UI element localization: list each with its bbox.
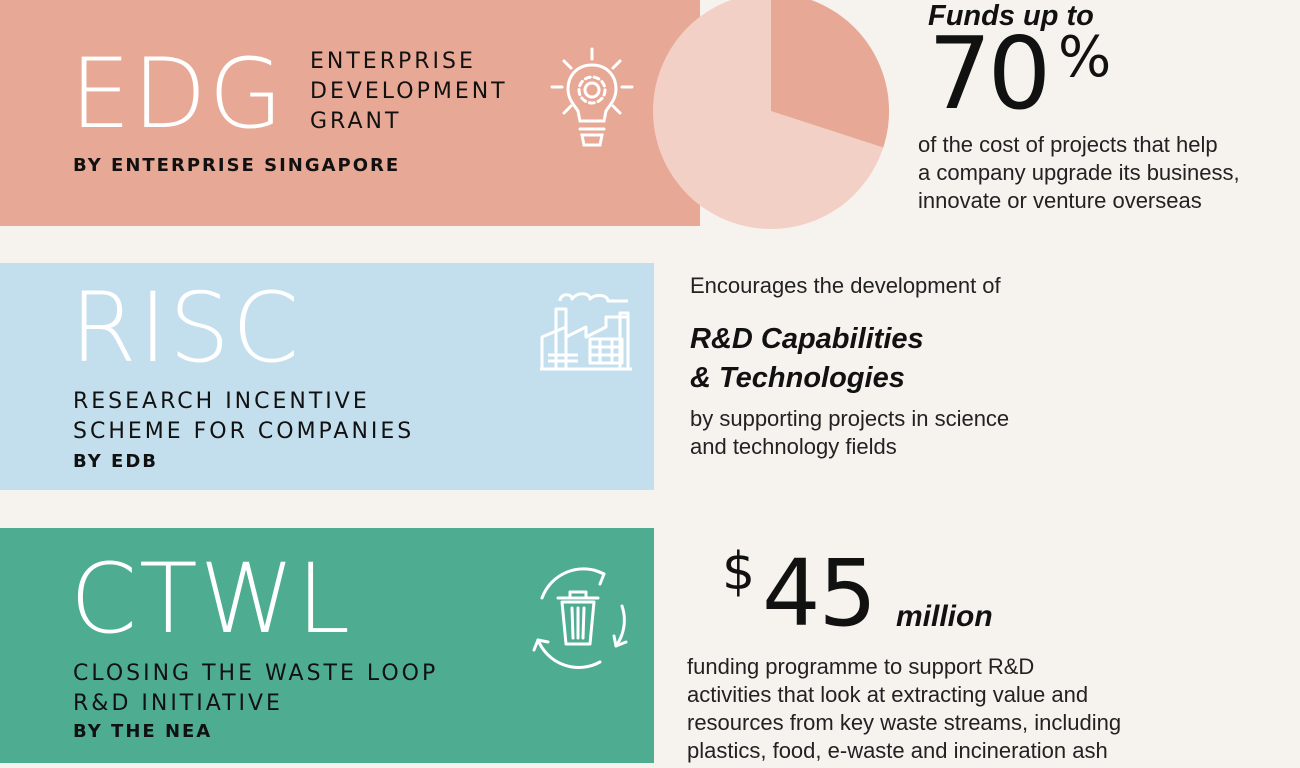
pie-slice-funded: [771, 0, 889, 148]
edg-acronym: EDG: [70, 38, 285, 150]
risc-description-line: by supporting projects in science: [690, 406, 1010, 431]
risc-acronym: RISC: [70, 272, 301, 384]
edg-full-name-line: DEVELOPMENT: [310, 79, 508, 104]
edg-full-name-line: ENTERPRISE: [310, 49, 476, 74]
edg-full-name: ENTERPRISE DEVELOPMENT GRANT: [310, 47, 508, 137]
risc-headline-line: R&D Capabilities: [690, 323, 924, 355]
ctwl-description-line: resources from key waste streams, includ…: [687, 710, 1122, 735]
ctwl-full-name: CLOSING THE WASTE LOOP R&D INITIATIVE: [73, 659, 438, 719]
ctwl-amount: 45: [762, 540, 877, 647]
ctwl-description: funding programme to support R&D activit…: [687, 653, 1121, 765]
funding-pie-chart: [653, 0, 889, 229]
edg-funds-unit: %: [1058, 25, 1112, 90]
edg-description: of the cost of projects that help a comp…: [918, 131, 1240, 215]
risc-intro: Encourages the development of: [690, 273, 1001, 298]
ctwl-currency: $: [722, 542, 756, 602]
risc-full-name: RESEARCH INCENTIVE SCHEME FOR COMPANIES: [73, 387, 414, 447]
risc-description: by supporting projects in science and te…: [690, 405, 1009, 461]
ctwl-agency: BY THE NEA: [73, 721, 213, 742]
ctwl-description-line: activities that look at extracting value…: [687, 682, 1089, 707]
edg-description-line: a company upgrade its business,: [918, 160, 1240, 185]
risc-agency: BY EDB: [73, 451, 158, 472]
ctwl-full-name-line: CLOSING THE WASTE LOOP: [73, 661, 439, 686]
risc-full-name-line: RESEARCH INCENTIVE: [73, 389, 370, 414]
lightbulb-gear-icon: [550, 47, 634, 147]
ctwl-band: [0, 528, 654, 763]
risc-headline: R&D Capabilities & Technologies: [690, 320, 924, 398]
edg-description-line: innovate or venture overseas: [918, 188, 1202, 213]
ctwl-description-line: plastics, food, e-waste and incineration…: [687, 738, 1108, 763]
edg-full-name-line: GRANT: [310, 109, 402, 134]
risc-band: [0, 263, 654, 490]
ctwl-acronym: CTWL: [70, 543, 353, 655]
edg-description-line: of the cost of projects that help: [918, 132, 1218, 157]
recycle-bin-icon: [532, 567, 628, 669]
ctwl-description-line: funding programme to support R&D: [687, 654, 1035, 679]
edg-agency: BY ENTERPRISE SINGAPORE: [73, 155, 401, 176]
edg-funds-label: Funds up to: [928, 0, 1094, 32]
risc-full-name-line: SCHEME FOR COMPANIES: [73, 419, 415, 444]
risc-headline-line: & Technologies: [690, 362, 905, 394]
ctwl-amount-unit: million: [896, 600, 993, 633]
edg-funds-value: 70: [928, 15, 1051, 132]
factory-icon: [540, 292, 632, 371]
risc-description-line: and technology fields: [690, 434, 897, 459]
ctwl-full-name-line: R&D INITIATIVE: [73, 691, 283, 716]
edg-band: [0, 0, 700, 226]
